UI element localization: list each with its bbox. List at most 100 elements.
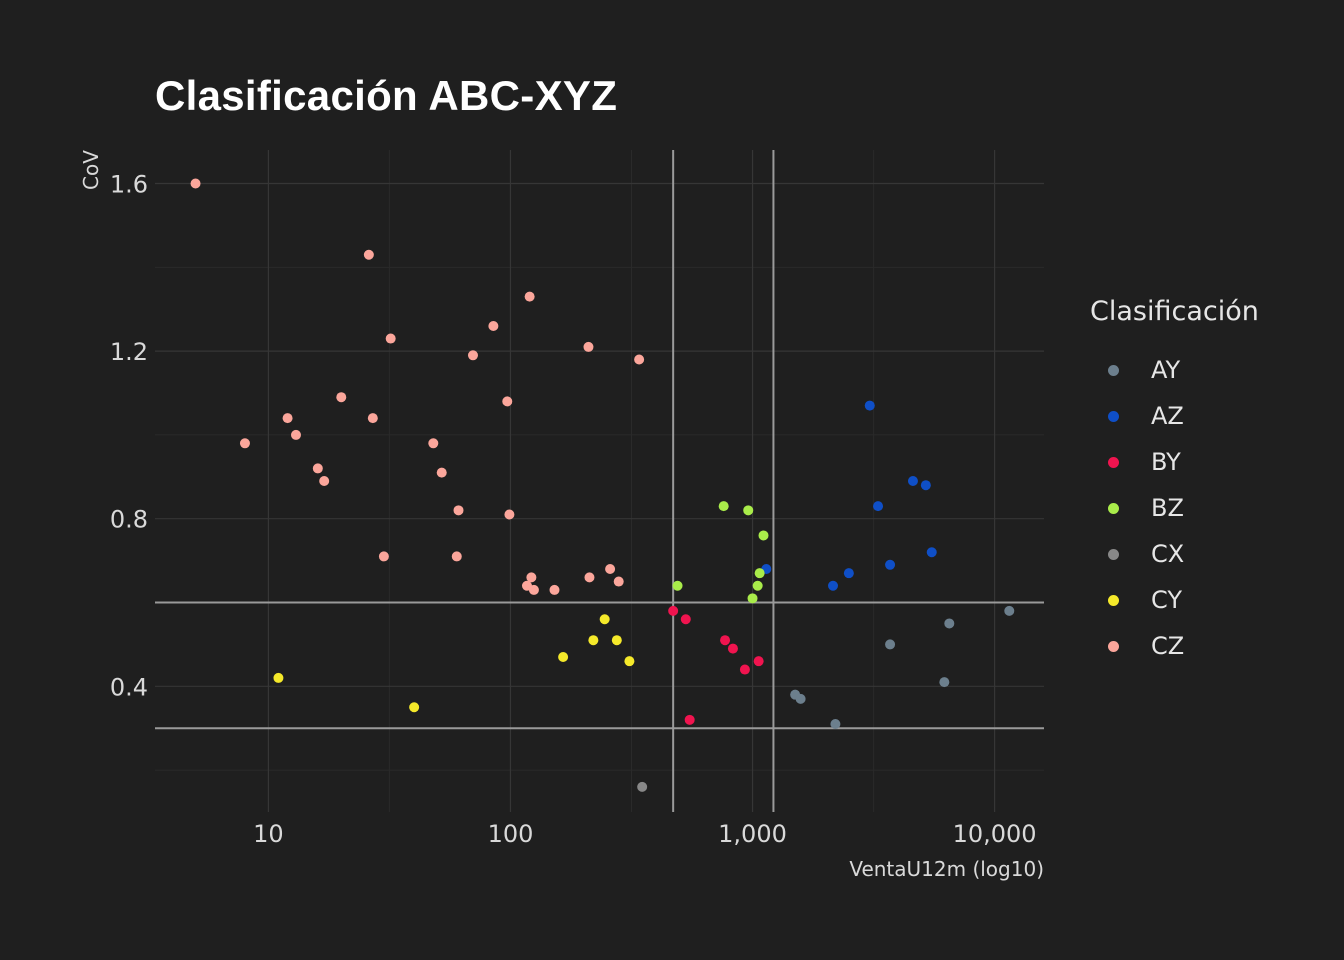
data-point-ay [830, 719, 841, 730]
data-point-az [926, 547, 937, 558]
data-point-cz [290, 429, 301, 440]
data-point-az [864, 400, 875, 411]
x-tick-label: 100 [488, 820, 534, 848]
data-point-cz [453, 505, 464, 516]
data-point-bz [747, 593, 758, 604]
data-point-az [885, 559, 896, 570]
x-axis-label: VentaU12m (log10) [849, 857, 1044, 881]
data-point-az [907, 476, 918, 486]
legend-item-cy: CY [1090, 577, 1259, 623]
data-point-cy [273, 672, 284, 683]
x-tick-label: 1,000 [718, 820, 787, 848]
data-point-cz [549, 584, 560, 595]
data-point-cz [336, 392, 347, 403]
legend-item-ay: AY [1090, 347, 1259, 393]
data-point-cz [613, 576, 624, 587]
data-point-bz [718, 501, 729, 512]
data-point-by [753, 656, 764, 667]
legend-marker [1108, 502, 1119, 514]
data-point-cz [363, 249, 374, 260]
data-point-cz [605, 563, 616, 574]
y-tick-label: 1.6 [110, 171, 148, 199]
data-point-bz [743, 505, 754, 516]
data-point-cz [524, 291, 535, 302]
y-axis-label: CoV [79, 150, 103, 190]
data-point-by [720, 635, 731, 646]
legend-marker [1108, 364, 1119, 376]
data-point-bz [758, 530, 769, 541]
legend-label: CZ [1151, 632, 1185, 660]
legend-label: CX [1151, 540, 1185, 568]
data-point-by [739, 664, 750, 675]
legend-marker [1108, 410, 1119, 422]
data-point-cz [634, 354, 645, 365]
data-point-cz [584, 572, 595, 583]
legend-item-cz: CZ [1090, 623, 1259, 669]
data-point-cz [528, 584, 539, 595]
data-point-cz [312, 463, 323, 474]
data-point-bz [754, 568, 765, 579]
legend-marker [1108, 640, 1119, 652]
data-point-ay [1004, 605, 1015, 616]
data-point-cy [558, 651, 569, 662]
legend-item-az: AZ [1090, 393, 1259, 439]
x-tick-label: 10 [253, 820, 284, 848]
legend-items: AY AZ BY BZ CX CY CZ [1090, 347, 1259, 669]
legend-label: CY [1151, 586, 1182, 614]
reference-lines [155, 150, 1044, 812]
y-tick-label: 0.8 [110, 506, 148, 534]
legend-label: BY [1151, 448, 1181, 476]
legend-label: BZ [1151, 494, 1184, 522]
data-point-by [680, 614, 691, 625]
data-point-ay [885, 639, 896, 650]
chart-title: Clasificación ABC-XYZ [155, 72, 618, 119]
data-point-cz [467, 350, 478, 361]
data-point-cz [367, 413, 378, 424]
data-point-cz [239, 438, 250, 449]
legend-marker [1108, 594, 1119, 606]
data-point-cy [611, 635, 622, 646]
data-point-az [920, 480, 931, 491]
data-point-by [727, 643, 738, 654]
legend-label: AY [1151, 356, 1181, 384]
data-point-cz [428, 438, 439, 449]
x-tick-label: 10,000 [953, 820, 1037, 848]
data-point-by [668, 605, 679, 616]
legend-item-by: BY [1090, 439, 1259, 485]
data-point-cz [488, 320, 499, 331]
legend-item-cx: CX [1090, 531, 1259, 577]
data-point-cz [526, 572, 537, 583]
data-point-cz [436, 467, 447, 478]
data-point-cz [583, 341, 594, 352]
data-point-cz [378, 551, 389, 562]
legend: Clasificación AY AZ BY BZ CX CY CZ [1090, 296, 1259, 669]
legend-label: AZ [1151, 402, 1184, 430]
legend-marker [1108, 456, 1119, 468]
y-tick-label: 0.4 [110, 673, 148, 701]
legend-marker [1108, 548, 1119, 560]
data-point-cy [409, 702, 420, 713]
data-point-ay [944, 618, 955, 629]
data-point-az [873, 501, 884, 512]
data-point-az [843, 568, 854, 579]
data-point-bz [672, 580, 683, 591]
legend-title: Clasificación [1090, 296, 1259, 327]
data-point-by [684, 714, 695, 725]
data-point-cx [637, 781, 648, 792]
tick-labels: 10 100 1,000 10,000 0.4 0.8 1.2 1.6 [110, 171, 1037, 848]
legend-item-bz: BZ [1090, 485, 1259, 531]
data-point-cz [504, 509, 515, 520]
data-points [190, 178, 1015, 792]
data-point-cz [451, 551, 462, 562]
data-point-cz [282, 413, 293, 424]
data-point-cz [502, 396, 513, 407]
data-point-ay [939, 677, 950, 688]
y-tick-label: 1.2 [110, 338, 148, 366]
data-point-bz [752, 580, 763, 591]
data-point-cy [588, 635, 599, 646]
data-point-ay [795, 693, 806, 704]
data-point-cz [190, 178, 201, 189]
data-point-cy [624, 656, 635, 667]
data-point-cy [599, 614, 610, 625]
